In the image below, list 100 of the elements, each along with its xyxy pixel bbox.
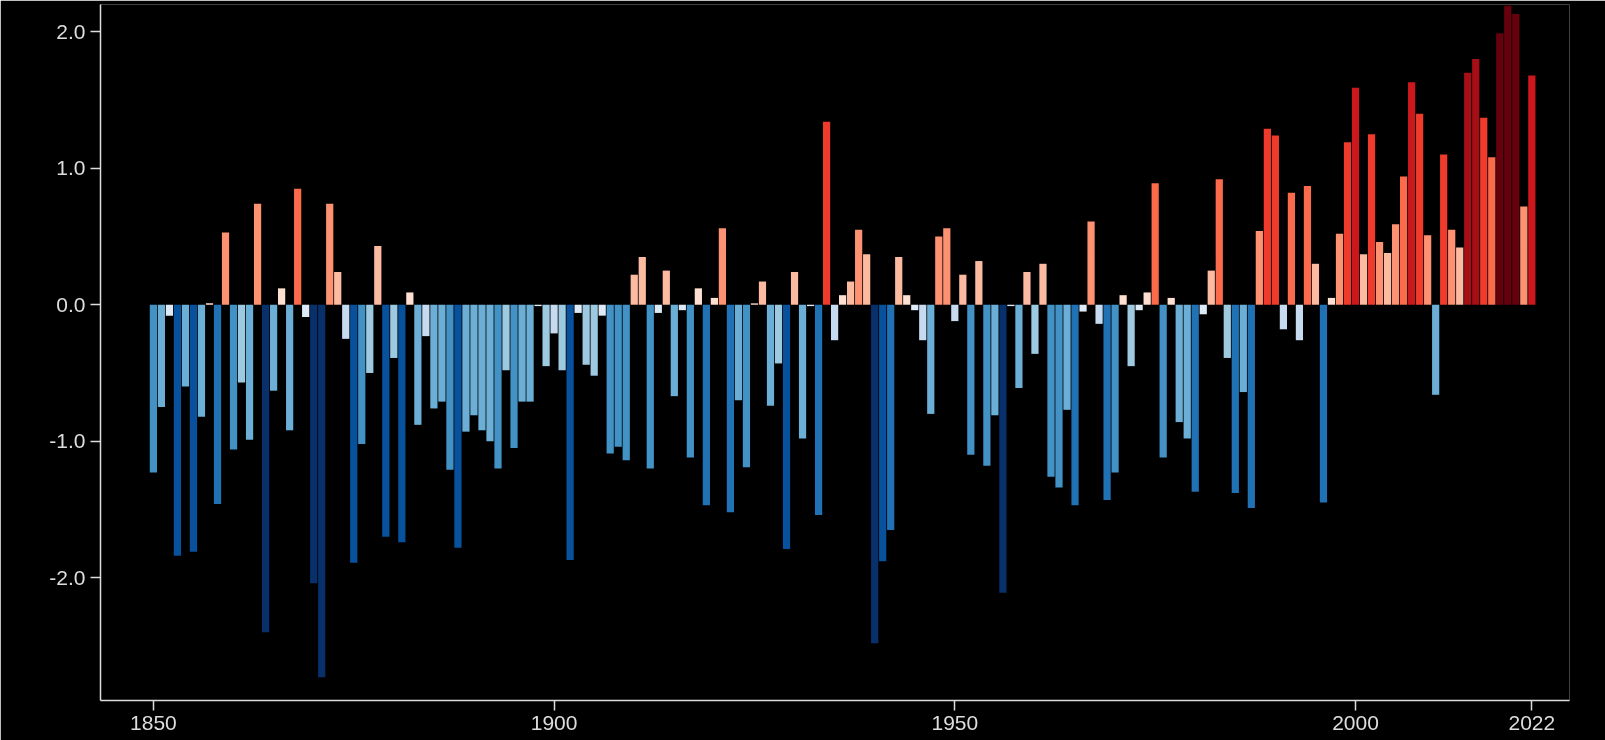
bar xyxy=(189,304,198,552)
bar xyxy=(1416,113,1424,305)
bar xyxy=(654,304,662,313)
bar xyxy=(1440,154,1448,305)
bar xyxy=(414,304,422,425)
bar xyxy=(181,304,190,387)
bar xyxy=(1223,304,1231,358)
bar xyxy=(1319,304,1328,503)
bar xyxy=(1359,254,1368,305)
bar xyxy=(390,304,398,358)
bar xyxy=(1143,292,1151,305)
x-tick-label: 2000 xyxy=(1332,710,1379,734)
bar xyxy=(694,288,702,305)
bar xyxy=(1367,134,1376,305)
bar xyxy=(542,304,550,367)
bar xyxy=(1167,297,1175,305)
bar xyxy=(830,304,839,341)
bar xyxy=(1031,304,1039,354)
bar xyxy=(686,304,694,458)
bar xyxy=(1327,297,1336,305)
bar xyxy=(1071,304,1079,506)
bar xyxy=(863,254,871,305)
bar xyxy=(1079,304,1087,312)
bar xyxy=(213,304,222,504)
bar xyxy=(221,232,230,305)
bar xyxy=(261,304,270,633)
x-tick-label: 1950 xyxy=(931,710,979,734)
bar xyxy=(766,304,775,406)
bar xyxy=(1039,263,1047,305)
bar xyxy=(702,304,710,506)
bar xyxy=(1400,176,1408,305)
bar xyxy=(967,304,975,455)
bar xyxy=(959,274,967,305)
bar xyxy=(382,304,390,537)
bar xyxy=(839,295,847,305)
x-tick-label: 1900 xyxy=(530,710,578,734)
bar xyxy=(358,304,366,444)
bar xyxy=(558,304,566,371)
bar xyxy=(991,304,999,416)
bar xyxy=(1199,304,1207,315)
bar xyxy=(1111,304,1119,473)
bar xyxy=(566,304,574,560)
y-tick-label: -2.0 xyxy=(49,565,86,589)
bar xyxy=(1063,304,1071,410)
bar xyxy=(253,203,262,305)
bar xyxy=(822,121,831,305)
bar xyxy=(1023,271,1031,305)
bar xyxy=(510,304,518,449)
bar xyxy=(951,304,959,322)
bar xyxy=(237,304,246,383)
bar xyxy=(197,304,206,417)
bar xyxy=(1424,235,1432,305)
bar xyxy=(406,292,414,305)
bar xyxy=(983,304,991,466)
bar xyxy=(1375,241,1384,305)
bar xyxy=(1239,304,1247,393)
bar xyxy=(919,304,927,341)
bar xyxy=(911,304,919,311)
bar xyxy=(1351,87,1360,305)
bar xyxy=(294,188,302,305)
bar xyxy=(662,270,670,305)
bar xyxy=(1287,192,1296,305)
bar xyxy=(229,304,238,450)
bar xyxy=(646,304,654,469)
bar xyxy=(1135,304,1143,311)
bar xyxy=(1432,304,1440,395)
bar xyxy=(278,288,286,305)
bar xyxy=(366,304,374,373)
bar xyxy=(1295,304,1304,341)
bar xyxy=(879,304,887,562)
bar xyxy=(855,229,863,305)
bar xyxy=(1231,304,1239,494)
bar xyxy=(1095,304,1103,324)
bar xyxy=(1159,304,1167,458)
bar xyxy=(149,304,157,473)
bar xyxy=(157,304,166,408)
bar xyxy=(887,304,895,530)
bar xyxy=(774,304,783,364)
bar xyxy=(550,304,558,334)
x-tick-label: 2022 xyxy=(1508,710,1556,734)
bar xyxy=(173,304,182,556)
bar xyxy=(678,304,686,311)
y-tick-label: 0.0 xyxy=(56,292,86,316)
bar xyxy=(1119,295,1127,305)
bar xyxy=(1335,233,1344,305)
bar xyxy=(1488,157,1496,305)
bar xyxy=(1207,270,1215,305)
bar xyxy=(494,304,502,469)
bar xyxy=(999,304,1007,593)
bar xyxy=(710,297,718,305)
bar xyxy=(798,304,807,439)
bar xyxy=(302,304,310,318)
bar xyxy=(454,304,462,548)
bar xyxy=(1015,304,1023,388)
bar xyxy=(1279,304,1287,330)
bar xyxy=(670,304,678,397)
y-tick-label: 1.0 xyxy=(56,156,86,180)
bar xyxy=(374,246,382,305)
bar xyxy=(734,304,743,401)
bar xyxy=(1255,231,1263,305)
